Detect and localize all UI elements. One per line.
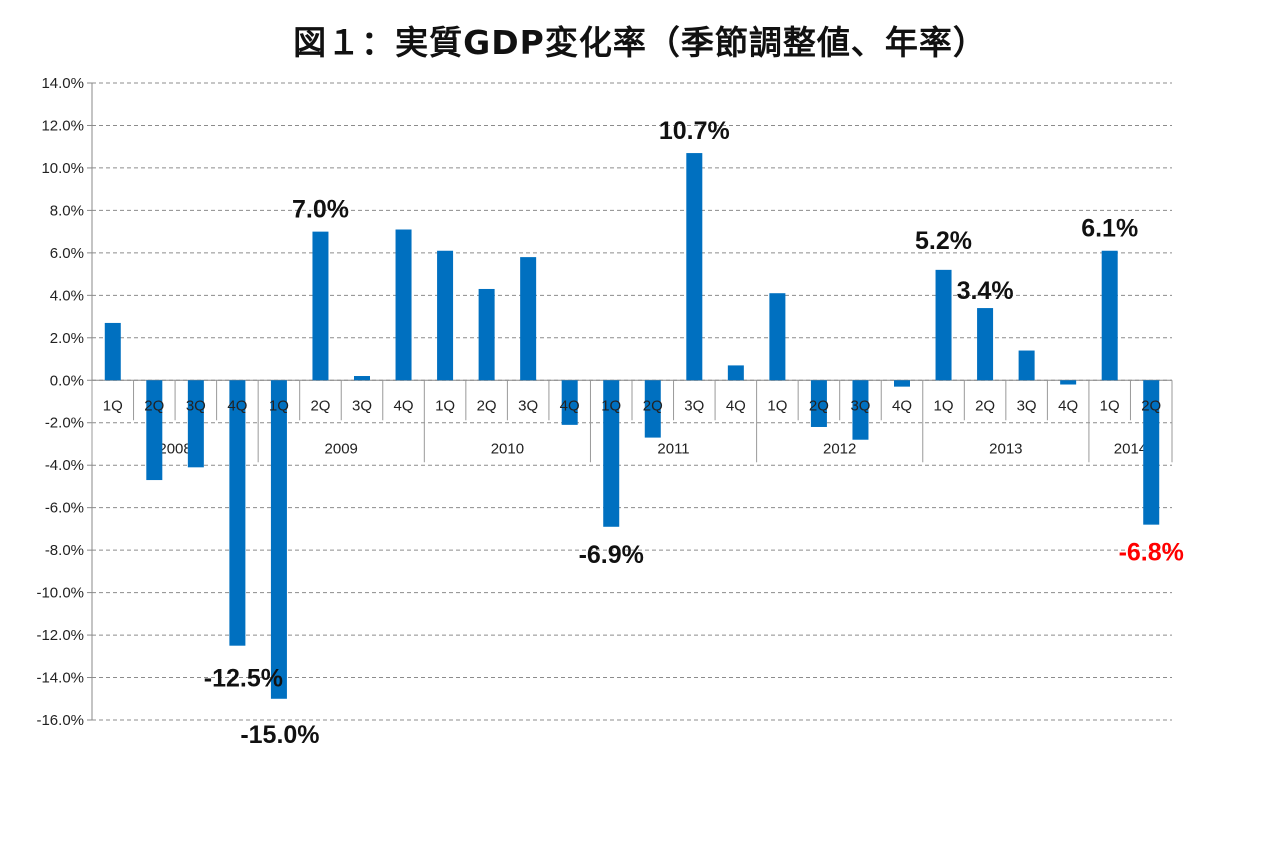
bar bbox=[727, 365, 744, 381]
x-quarter-label: 1Q bbox=[103, 397, 123, 414]
x-quarter-label: 1Q bbox=[601, 397, 621, 414]
bar bbox=[104, 322, 121, 381]
data-label: -6.9% bbox=[579, 541, 644, 569]
bar bbox=[395, 229, 412, 381]
x-quarter-label: 1Q bbox=[934, 397, 954, 414]
data-label: -12.5% bbox=[204, 665, 283, 693]
x-quarter-label: 2Q bbox=[477, 397, 497, 414]
y-tick-label: -12.0% bbox=[36, 627, 84, 644]
bar bbox=[478, 288, 495, 381]
x-year-label: 2008 bbox=[158, 440, 191, 457]
x-year-label: 2011 bbox=[657, 440, 689, 457]
x-year-label: 2014 bbox=[1114, 440, 1147, 457]
y-tick-label: -8.0% bbox=[45, 542, 84, 559]
bar bbox=[935, 269, 952, 381]
x-quarter-label: 4Q bbox=[560, 397, 580, 414]
y-tick-label: 6.0% bbox=[50, 245, 84, 262]
bar bbox=[437, 250, 454, 381]
bar bbox=[644, 380, 661, 438]
x-year-label: 2010 bbox=[491, 440, 524, 457]
bar bbox=[852, 380, 869, 440]
x-quarter-label: 4Q bbox=[1058, 397, 1078, 414]
y-tick-label: -16.0% bbox=[36, 712, 84, 729]
x-quarter-label: 4Q bbox=[227, 397, 247, 414]
bar bbox=[977, 308, 994, 381]
y-tick-label: -6.0% bbox=[45, 500, 84, 517]
x-year-label: 2012 bbox=[823, 440, 856, 457]
data-label: -15.0% bbox=[240, 721, 319, 749]
y-tick-label: -14.0% bbox=[36, 670, 84, 687]
x-quarter-label: 3Q bbox=[186, 397, 206, 414]
x-quarter-label: 3Q bbox=[850, 397, 870, 414]
x-quarter-label: 2Q bbox=[144, 397, 164, 414]
y-tick-label: 10.0% bbox=[41, 160, 84, 177]
x-quarter-label: 2Q bbox=[310, 397, 330, 414]
bar bbox=[520, 257, 537, 381]
x-quarter-label: 4Q bbox=[892, 397, 912, 414]
bar bbox=[1101, 250, 1118, 381]
x-quarter-label: 2Q bbox=[809, 397, 829, 414]
y-tick-label: -2.0% bbox=[45, 415, 84, 432]
y-tick-label: 2.0% bbox=[50, 330, 84, 347]
data-label: 6.1% bbox=[1081, 215, 1138, 243]
x-quarter-label: 1Q bbox=[435, 397, 455, 414]
y-tick-label: 14.0% bbox=[41, 75, 84, 92]
chart-title: 図１：実質GDP変化率（季節調整値、年率） bbox=[293, 23, 987, 62]
bar bbox=[146, 380, 163, 481]
x-year-label: 2009 bbox=[325, 440, 358, 457]
bar bbox=[769, 293, 786, 381]
x-quarter-label: 3Q bbox=[684, 397, 704, 414]
bar bbox=[354, 376, 370, 381]
bar bbox=[686, 153, 703, 381]
bar bbox=[312, 231, 329, 381]
x-quarter-label: 3Q bbox=[518, 397, 538, 414]
x-quarter-label: 3Q bbox=[352, 397, 372, 414]
bar bbox=[810, 380, 827, 427]
bar bbox=[1143, 380, 1160, 525]
data-label: 3.4% bbox=[957, 277, 1014, 305]
x-quarter-label: 3Q bbox=[1017, 397, 1037, 414]
bar bbox=[229, 380, 246, 646]
y-tick-label: 12.0% bbox=[41, 117, 84, 134]
x-quarter-label: 4Q bbox=[726, 397, 746, 414]
bar bbox=[1060, 380, 1077, 385]
bar bbox=[1018, 350, 1035, 381]
x-quarter-label: 2Q bbox=[643, 397, 663, 414]
x-quarter-label: 1Q bbox=[269, 397, 289, 414]
x-quarter-label: 2Q bbox=[975, 397, 995, 414]
x-quarter-label: 1Q bbox=[1100, 397, 1120, 414]
bar bbox=[270, 380, 287, 699]
x-quarter-label: 1Q bbox=[767, 397, 787, 414]
bar bbox=[894, 380, 910, 387]
data-label: 7.0% bbox=[292, 196, 349, 224]
bar bbox=[603, 380, 620, 527]
y-tick-label: -4.0% bbox=[45, 457, 84, 474]
y-tick-label: 4.0% bbox=[50, 287, 84, 304]
y-tick-label: 0.0% bbox=[50, 372, 84, 389]
x-quarter-label: 4Q bbox=[394, 397, 414, 414]
data-label: 5.2% bbox=[915, 227, 972, 255]
data-label: 10.7% bbox=[659, 117, 730, 145]
y-tick-label: 8.0% bbox=[50, 202, 84, 219]
data-label: -6.8% bbox=[1119, 539, 1184, 567]
bar bbox=[187, 380, 204, 468]
bar bbox=[561, 380, 578, 425]
x-quarter-label: 2Q bbox=[1141, 397, 1161, 414]
y-tick-label: -10.0% bbox=[36, 585, 84, 602]
x-year-label: 2013 bbox=[989, 440, 1022, 457]
